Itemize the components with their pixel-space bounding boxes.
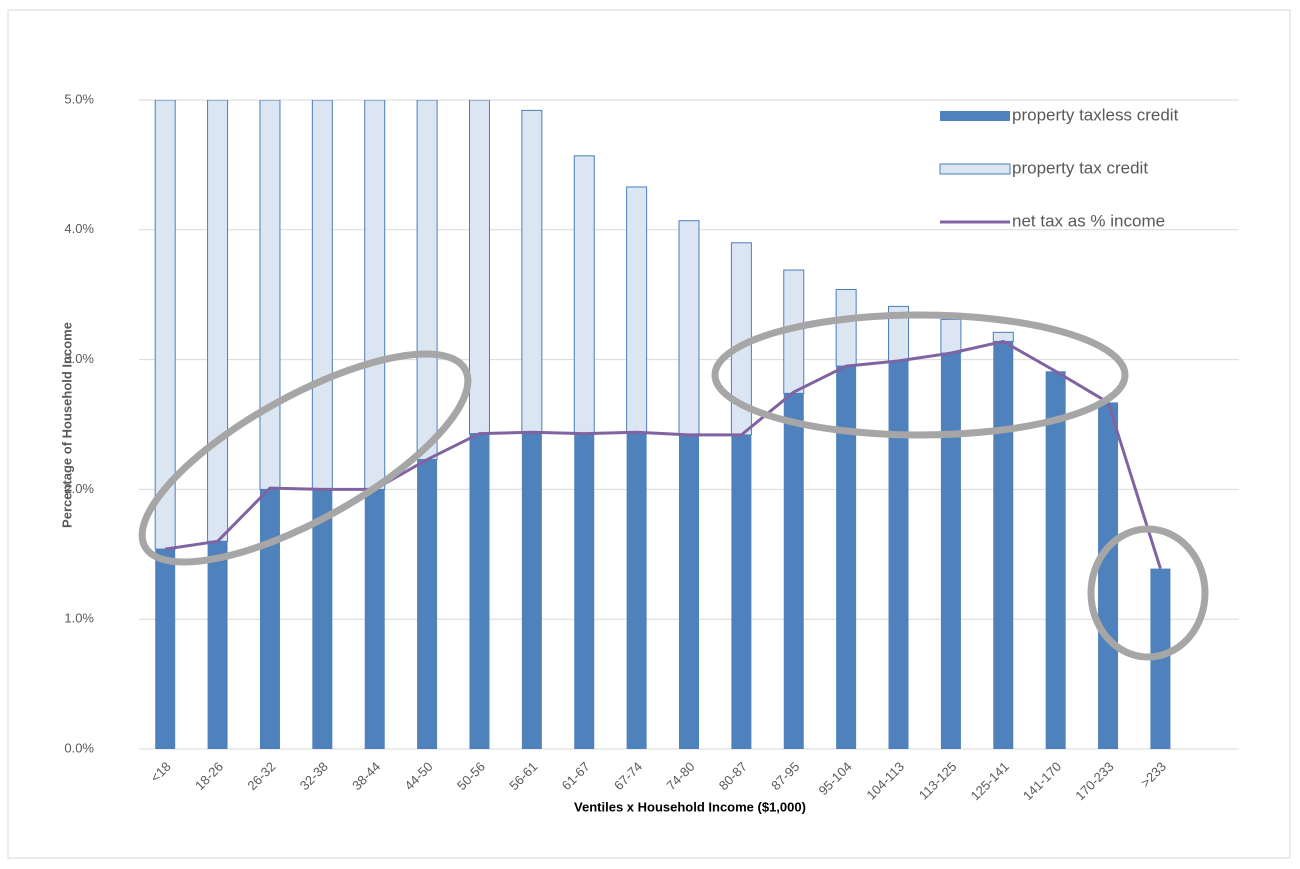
- bar: [207, 541, 228, 749]
- bar: [259, 100, 281, 490]
- bar: [1045, 371, 1066, 749]
- legend: property taxless credit property tax cred…: [939, 105, 1179, 230]
- bar: [993, 341, 1014, 749]
- bar: [783, 393, 804, 749]
- bar: [836, 366, 857, 749]
- legend-label: net tax as % income: [1012, 211, 1165, 230]
- bar: [364, 100, 386, 490]
- y-tick-label: 5.0%: [64, 91, 94, 106]
- bar: [468, 100, 490, 435]
- bar: [626, 186, 648, 435]
- bar: [469, 433, 490, 749]
- bar: [679, 434, 699, 749]
- legend-label: property tax credit: [1012, 158, 1148, 177]
- bar: [888, 360, 909, 749]
- y-tick-label: 3.0%: [64, 351, 94, 366]
- bar: [364, 489, 385, 749]
- bar: [416, 100, 438, 461]
- bar: [259, 489, 280, 749]
- bar: [155, 549, 176, 749]
- lines: [164, 339, 1162, 570]
- y-tick-label: 2.0%: [64, 481, 94, 496]
- bar: [573, 155, 595, 435]
- line: [164, 339, 1162, 570]
- bar: [626, 433, 647, 749]
- bar: [940, 353, 961, 749]
- x-axis-title: Ventiles x Household Income ($1,000): [574, 799, 806, 814]
- bar: [521, 433, 542, 749]
- bar: [207, 100, 229, 542]
- annotation-ellipse: [1087, 525, 1209, 661]
- bar: [154, 100, 176, 550]
- bar: [731, 434, 752, 749]
- bars: [154, 100, 1171, 749]
- bar: [1098, 402, 1119, 749]
- annotation-ellipse: [711, 311, 1129, 439]
- legend-label: property taxless credit: [1012, 105, 1179, 124]
- annotation-ellipse: [138, 350, 472, 566]
- y-tick-label: 0.0%: [64, 740, 94, 755]
- bar: [312, 489, 333, 749]
- bar: [311, 100, 333, 490]
- bar: [521, 109, 543, 435]
- legend-swatch: [940, 111, 1010, 121]
- annotations: [138, 311, 1209, 661]
- y-tick-label: 4.0%: [64, 221, 94, 236]
- bar: [417, 459, 438, 749]
- y-axis-title: Percentage of Household Income: [59, 322, 74, 528]
- bar: [835, 289, 857, 367]
- bar: [574, 433, 595, 749]
- bar: [940, 318, 962, 354]
- bar: [678, 220, 700, 436]
- y-tick-label: 1.0%: [64, 611, 94, 626]
- legend-swatch: [939, 163, 1011, 175]
